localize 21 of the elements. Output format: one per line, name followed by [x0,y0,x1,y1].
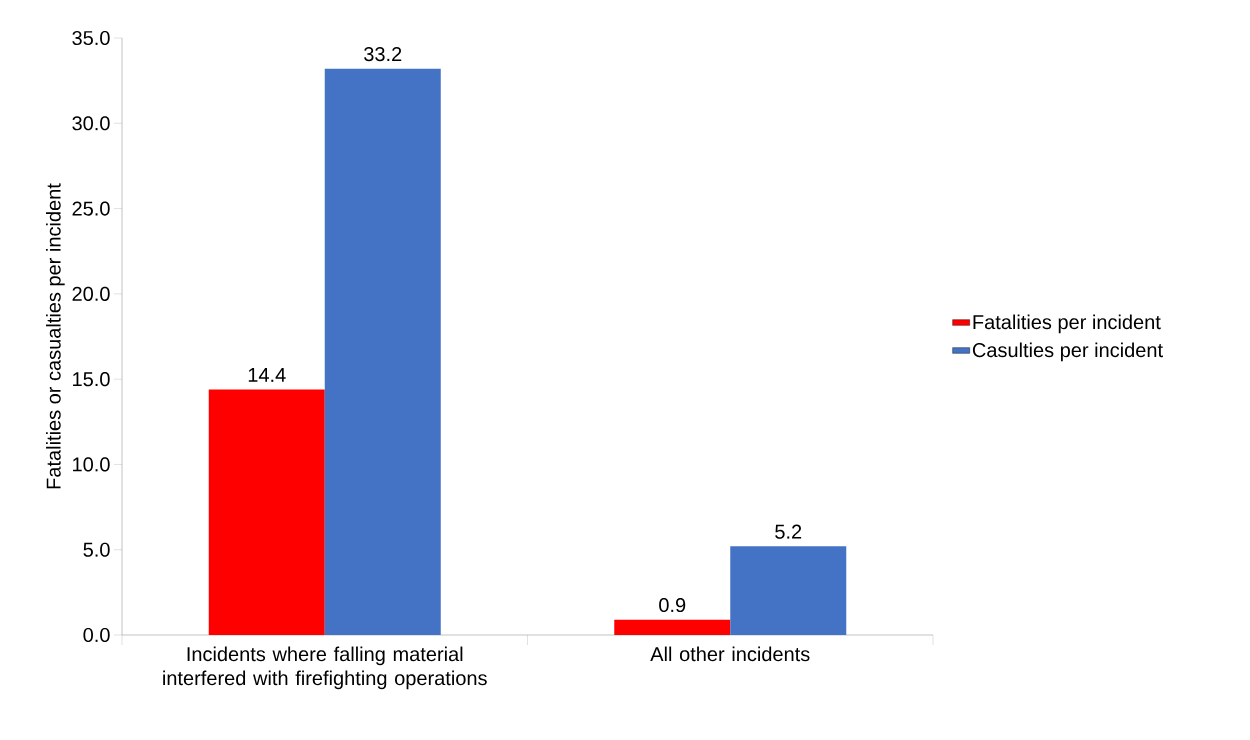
data-label: 5.2 [775,524,802,539]
x-tick-label: Incidents where falling material interfered with firefighting operations [163,646,487,690]
data-label: 33.2 [364,47,402,62]
y-tick-label: 15.0 [73,372,110,387]
x-tick-label: All other incidents [650,646,810,662]
y-tick-label: 5.0 [83,542,110,557]
data-label: 14.4 [248,368,286,382]
y-tick-label: 30.0 [72,116,110,131]
bar [208,389,325,635]
data-label: 0.9 [659,597,686,613]
legend-label: Fatalities per incident [973,314,1161,334]
legend-label: Casulties per incident [972,342,1163,362]
y-tick-label: 10.0 [73,457,110,472]
y-axis-title: Fatalities or casualties per incident [46,183,65,489]
bar [730,546,847,635]
y-tick-label: 25.0 [72,201,110,216]
bar [614,619,731,635]
y-tick-label: 20.0 [72,286,110,301]
y-tick-label: 35.0 [72,30,110,46]
bar [324,68,441,635]
y-tick-label: 0.0 [83,627,110,643]
